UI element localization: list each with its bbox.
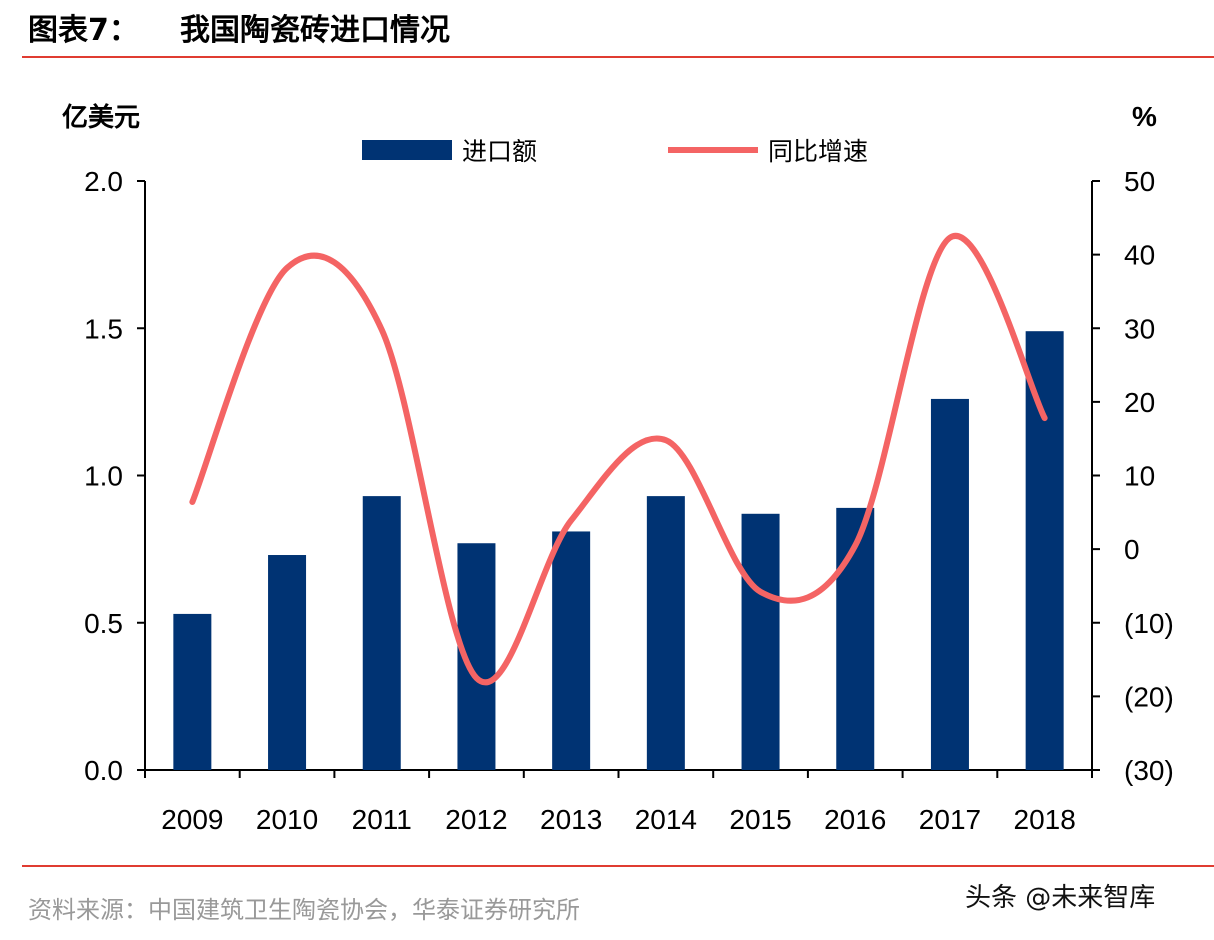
x-tick-label: 2009	[161, 804, 223, 835]
bar	[362, 496, 401, 770]
right-tick-label: 40	[1124, 240, 1155, 271]
right-tick-label: (10)	[1124, 608, 1174, 639]
left-tick-label: 1.0	[84, 461, 123, 492]
x-tick-label: 2015	[729, 804, 791, 835]
legend-bar-label: 进口额	[462, 137, 537, 166]
right-tick-label: 10	[1124, 461, 1155, 492]
right-tick-label: 20	[1124, 387, 1155, 418]
x-tick-label: 2010	[256, 804, 318, 835]
bar	[1025, 331, 1064, 770]
legend-line-label: 同比增速	[768, 137, 868, 166]
x-tick-label: 2018	[1014, 804, 1076, 835]
figure-label: 图表7：	[28, 13, 139, 48]
left-tick-label: 0.5	[84, 608, 123, 639]
right-tick-label: 0	[1124, 534, 1140, 565]
bar	[268, 555, 307, 770]
x-tick-label: 2017	[919, 804, 981, 835]
right-tick-label: 50	[1124, 166, 1155, 197]
source-note: 资料来源：中国建筑卫生陶瓷协会，华泰证券研究所	[28, 896, 580, 924]
right-tick-label: (30)	[1124, 755, 1174, 786]
left-axis-label: 亿美元	[62, 102, 140, 133]
x-tick-label: 2012	[445, 804, 507, 835]
right-tick-label: 30	[1124, 313, 1155, 344]
x-tick-label: 2011	[352, 804, 412, 835]
left-tick-label: 0.0	[84, 755, 123, 786]
growth-line	[189, 233, 1048, 685]
right-tick-label: (20)	[1124, 681, 1174, 712]
x-tick-label: 2014	[635, 804, 697, 835]
bar	[173, 613, 212, 770]
left-tick-label: 1.5	[84, 313, 123, 344]
x-tick-label: 2013	[540, 804, 602, 835]
bar	[930, 398, 969, 770]
legend-bar-swatch	[362, 140, 452, 160]
chart-title: 我国陶瓷砖进口情况	[180, 13, 450, 48]
x-tick-label: 2016	[824, 804, 886, 835]
bar	[741, 513, 780, 770]
left-tick-label: 2.0	[84, 166, 123, 197]
bar	[646, 496, 685, 770]
watermark: 头条 @未来智库	[965, 883, 1155, 913]
right-axis-label: %	[1132, 101, 1157, 132]
bar	[552, 531, 591, 770]
